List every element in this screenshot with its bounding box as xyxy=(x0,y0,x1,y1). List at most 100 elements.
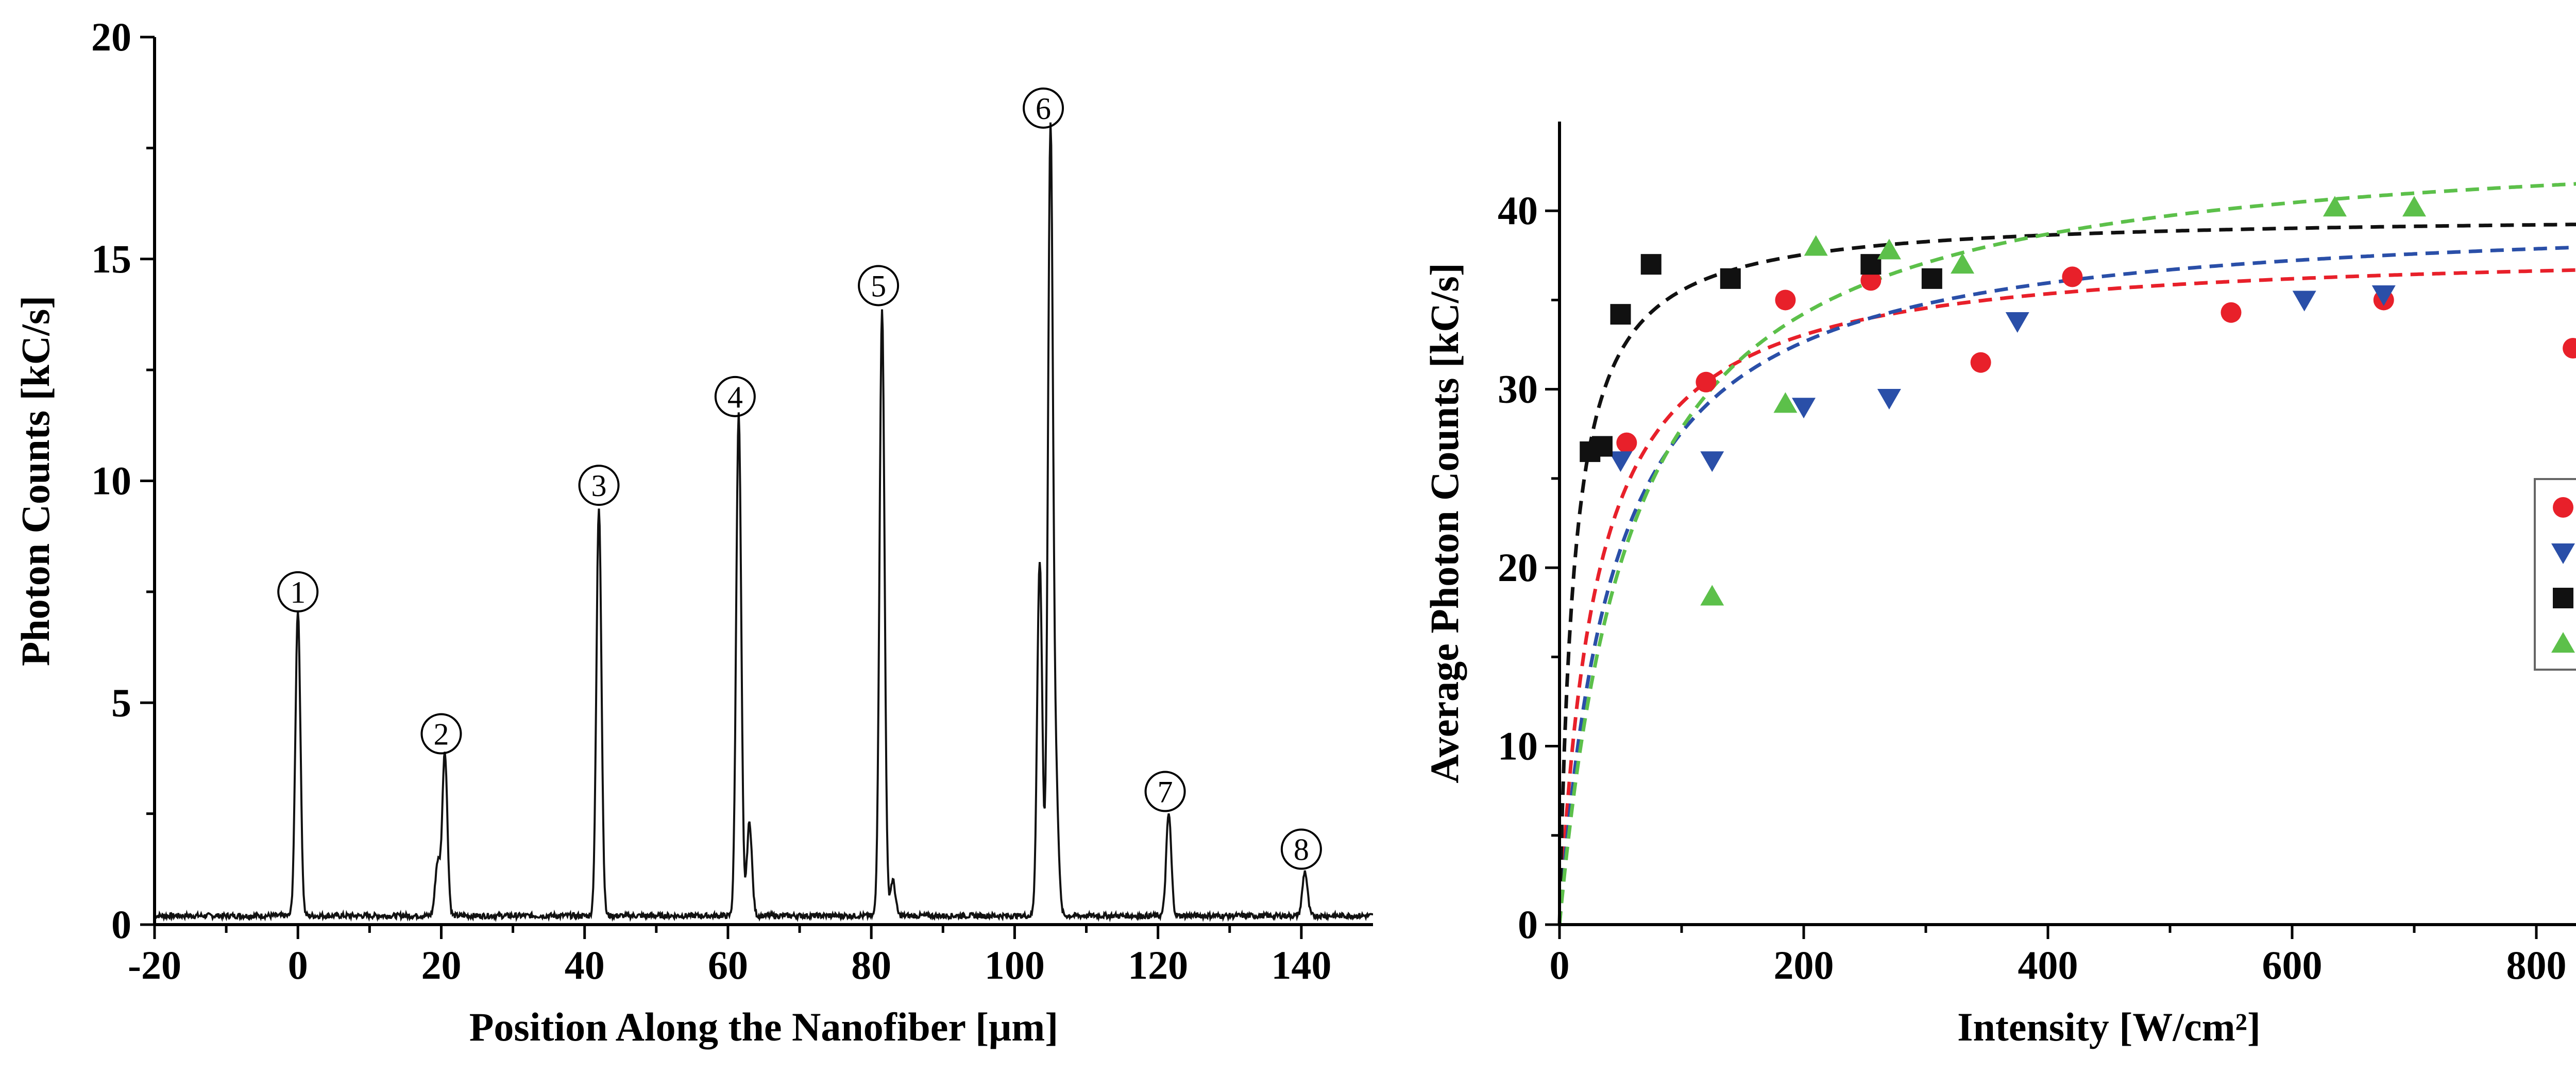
x-tick-label: 0 xyxy=(1550,943,1570,987)
x-tick-label: 0 xyxy=(288,943,308,987)
data-point-series-7 xyxy=(1700,585,1724,606)
peak-annotation-label: 5 xyxy=(871,269,886,303)
data-point-series-5 xyxy=(1860,254,1882,275)
x-tick-label: 400 xyxy=(2018,943,2078,987)
data-point-series-3 xyxy=(1696,371,1717,393)
peak-annotation-label: 2 xyxy=(433,718,449,752)
peak-annotation-label: 3 xyxy=(591,469,607,503)
series-3 xyxy=(1616,266,2576,453)
x-tick-label: 600 xyxy=(2262,943,2323,987)
fit-curve-series-3 xyxy=(1557,268,2576,925)
x-tick-label: 140 xyxy=(1271,943,1331,987)
fit-curve-series-5 xyxy=(1557,223,2576,925)
x-tick-label: 100 xyxy=(985,943,1045,987)
y-tick-label: 40 xyxy=(1498,188,1538,233)
data-point-series-4 xyxy=(2292,291,2316,312)
data-point-series-4 xyxy=(2005,312,2029,333)
legend-item-5: 5 xyxy=(2553,588,2573,608)
x-tick-label: -20 xyxy=(128,943,181,987)
data-point-series-7 xyxy=(1951,253,1975,274)
peak-annotation-label: 6 xyxy=(1036,92,1051,126)
data-point-series-5 xyxy=(1591,436,1613,457)
peak-annotation-circle xyxy=(1280,828,1322,870)
peak-annotation-circle xyxy=(1144,771,1186,812)
peak-annotation-label: 7 xyxy=(1158,775,1173,809)
peak-annotation-circle xyxy=(714,376,756,417)
data-point-series-5 xyxy=(1720,268,1741,289)
y-tick-label: 30 xyxy=(1498,367,1538,412)
series-4 xyxy=(1608,285,2396,472)
y-tick-label: 15 xyxy=(91,236,131,281)
data-point-series-4 xyxy=(1877,388,1901,410)
peak-annotation-label: 1 xyxy=(290,575,306,609)
data-point-series-7 xyxy=(1804,235,1828,256)
data-point-series-3 xyxy=(2062,266,2083,287)
peak-annotation-circle xyxy=(858,265,900,306)
legend-item-7: 7 xyxy=(2551,632,2575,653)
y-tick-label: 0 xyxy=(1518,902,1538,947)
data-point-series-5 xyxy=(1921,268,1942,289)
peak-annotation: 2 xyxy=(420,713,462,755)
x-axis-label: Position Along the Nanofiber [μm] xyxy=(469,1004,1058,1049)
fit-curve-series-4 xyxy=(1557,245,2576,925)
peak-annotation-circle xyxy=(277,571,319,612)
legend-marker-5 xyxy=(2553,588,2573,608)
data-point-series-5 xyxy=(1640,254,1662,275)
data-point-series-4 xyxy=(1608,451,1633,472)
x-tick-label: 40 xyxy=(565,943,605,987)
peak-annotation: 4 xyxy=(714,376,756,417)
data-point-series-3 xyxy=(2221,302,2242,323)
data-point-series-3 xyxy=(1616,432,1637,453)
x-tick-label: 80 xyxy=(851,943,891,987)
peak-annotation: 6 xyxy=(1023,87,1064,129)
y-tick-label: 5 xyxy=(111,680,131,725)
spectrum-trace xyxy=(154,122,1373,923)
x-tick-label: 200 xyxy=(1774,943,1834,987)
x-tick-label: 20 xyxy=(421,943,461,987)
data-point-series-7 xyxy=(1773,392,1798,413)
data-point-series-3 xyxy=(1860,270,1882,291)
peak-annotation-circle xyxy=(1023,87,1064,129)
data-point-series-7 xyxy=(1877,238,1901,260)
data-point-series-4 xyxy=(1792,398,1816,419)
y-tick-label: 20 xyxy=(91,14,131,59)
x-tick-label: 60 xyxy=(708,943,748,987)
peak-annotation-circle xyxy=(420,713,462,755)
legend-marker-4 xyxy=(2551,543,2575,564)
y-tick-label: 0 xyxy=(111,902,131,947)
data-point-series-3 xyxy=(1775,289,1796,311)
peak-annotation-circle xyxy=(578,465,620,506)
x-axis-label: Intensity [W/cm²] xyxy=(1957,1004,2261,1049)
peak-annotation: 5 xyxy=(858,265,900,306)
legend-item-4: 4 xyxy=(2551,543,2575,564)
peak-annotation: 8 xyxy=(1280,828,1322,870)
peak-annotation: 3 xyxy=(578,465,620,506)
legend-item-3: 3 xyxy=(2553,497,2573,518)
legend-marker-7 xyxy=(2551,632,2575,653)
data-point-series-4 xyxy=(2371,285,2396,306)
x-tick-label: 800 xyxy=(2506,943,2567,987)
y-tick-label: 20 xyxy=(1498,545,1538,590)
photon-counts-intensity-chart: 0 200 400 600 800 0 10 20 30 40 Intensity [W/cm²] A… xyxy=(1422,122,2576,1049)
peak-annotation-label: 8 xyxy=(1294,833,1309,867)
peak-annotation: 1 xyxy=(277,571,319,612)
data-point-series-3 xyxy=(1970,352,1991,373)
data-point-series-5 xyxy=(1610,304,1631,325)
peak-annotation: 7 xyxy=(1144,771,1186,812)
peak-annotation-label: 4 xyxy=(727,380,743,414)
legend: 3 4 5 7 xyxy=(2534,478,2576,671)
series-5 xyxy=(1580,254,1942,462)
data-point-series-4 xyxy=(1700,451,1724,472)
y-axis-label: Photon Counts [kC/s] xyxy=(13,296,58,666)
series-7 xyxy=(1700,196,2426,606)
data-point-series-3 xyxy=(2563,337,2576,359)
legend-marker-3 xyxy=(2553,497,2573,518)
y-axis-label: Average Photon Counts [kC/s] xyxy=(1422,263,1467,783)
data-point-series-7 xyxy=(2402,196,2426,217)
y-tick-label: 10 xyxy=(91,458,131,503)
y-tick-label: 10 xyxy=(1498,724,1538,769)
x-tick-label: 120 xyxy=(1128,943,1188,987)
fit-curve-series-7 xyxy=(1557,182,2576,925)
